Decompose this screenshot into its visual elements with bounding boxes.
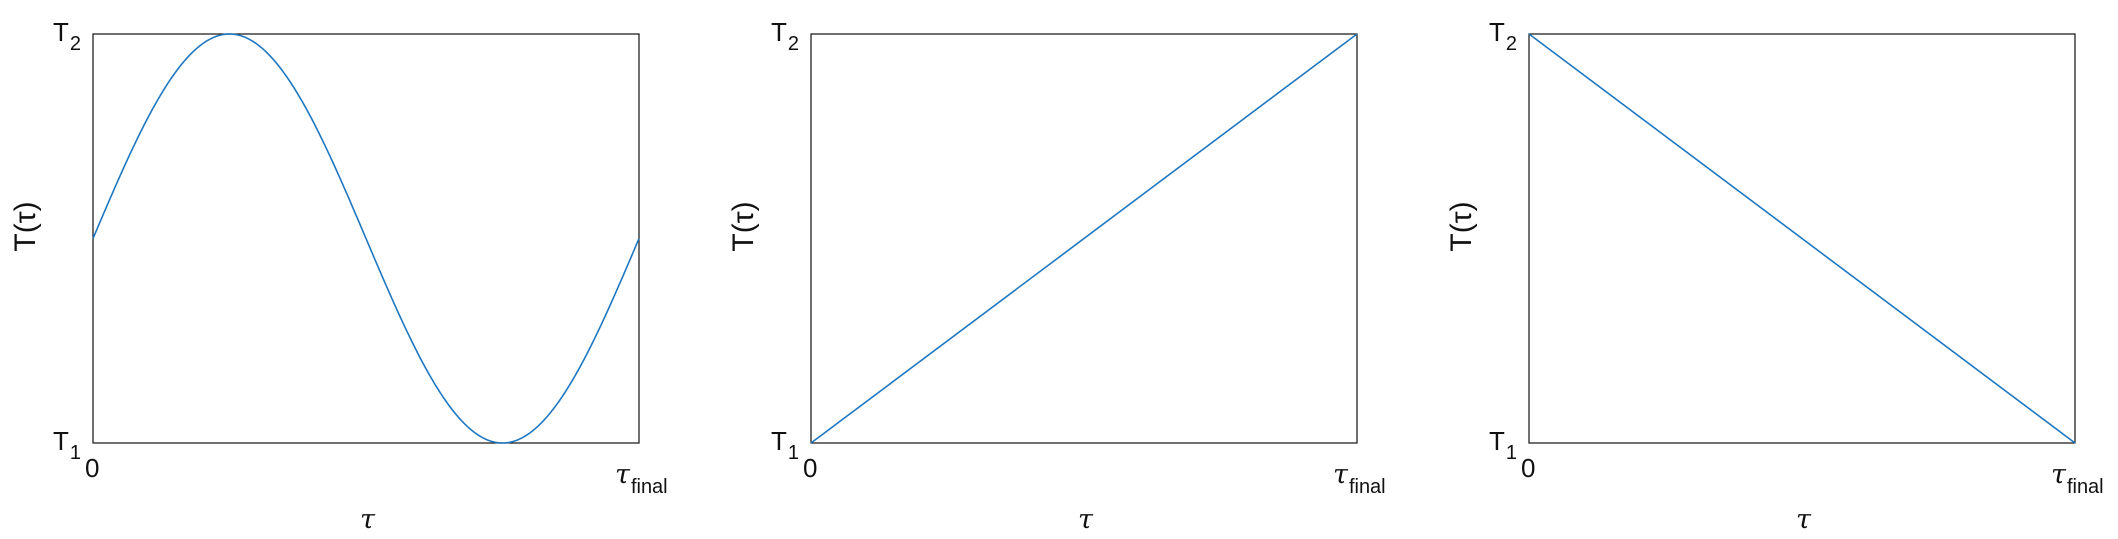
x-axis-label: τ: [1078, 504, 1094, 535]
y-tick-label: T1: [53, 426, 81, 464]
x-tick-label: τfinal: [615, 459, 668, 498]
series-line: [1528, 33, 2076, 444]
y-axis-label: T(τ): [1445, 201, 1478, 251]
x-axis-label: τ: [1796, 504, 1812, 535]
axes-box: [810, 33, 1358, 444]
chart-1: T1 T2 0 τfinal τ T(τ): [9, 17, 668, 535]
x-axis-label: τ: [360, 504, 376, 535]
y-axis-label: T(τ): [9, 201, 42, 251]
y-axis-label: T(τ): [727, 201, 760, 251]
chart-2: T1 T2 0 τfinal τ T(τ): [727, 17, 1386, 535]
y-tick-label: T2: [1489, 17, 1517, 55]
x-tick-label: τfinal: [1333, 459, 1386, 498]
y-tick-label: T1: [1489, 426, 1517, 464]
series-line: [92, 33, 640, 444]
y-tick-label: T1: [771, 426, 799, 464]
x-tick-label: 0: [1521, 453, 1535, 483]
chart-3: T1 T2 0 τfinal τ T(τ): [1445, 17, 2104, 535]
x-tick-label: 0: [85, 453, 99, 483]
axes-box: [1528, 33, 2076, 444]
series-line: [810, 33, 1358, 444]
y-tick-label: T2: [53, 17, 81, 55]
x-tick-label: 0: [803, 453, 817, 483]
y-tick-label: T2: [771, 17, 799, 55]
x-tick-label: τfinal: [2051, 459, 2104, 498]
